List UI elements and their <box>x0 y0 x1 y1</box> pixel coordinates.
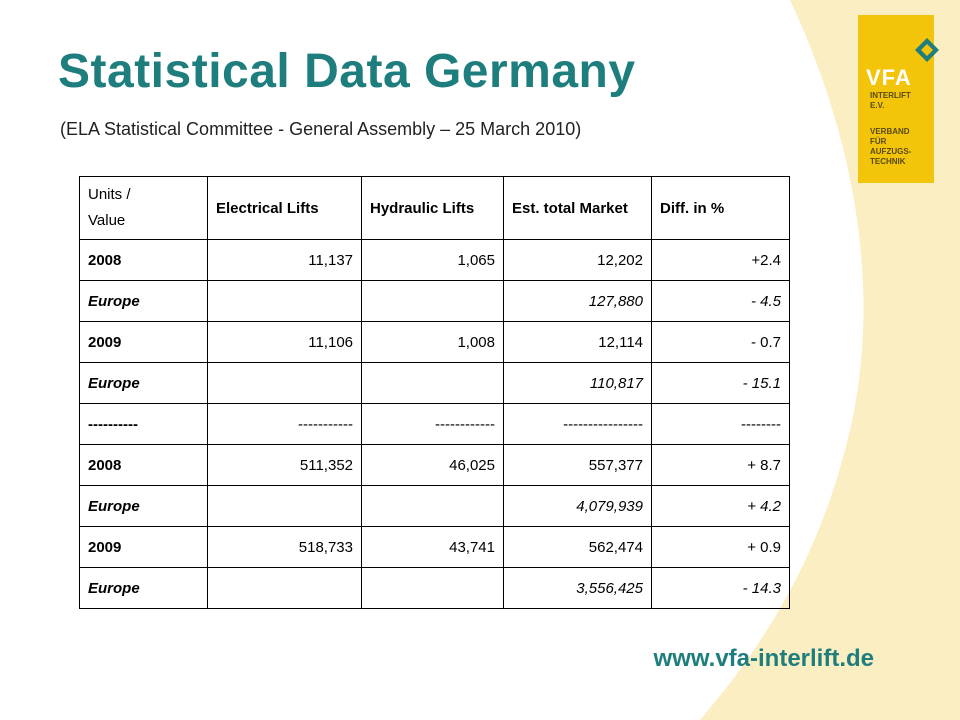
diamond-icon <box>915 38 939 62</box>
table-cell: 511,352 <box>207 444 362 486</box>
table-cell: ---------------- <box>503 403 652 445</box>
table-row: 2009 518,733 43,741 562,474 + 0.9 <box>79 526 790 568</box>
row-label-cell: Europe <box>79 567 208 609</box>
row-label-cell: Europe <box>79 280 208 322</box>
table-cell <box>361 280 504 322</box>
row-label-cell: 2008 <box>79 444 208 486</box>
table-cell: 46,025 <box>361 444 504 486</box>
table-cell: 1,065 <box>361 239 504 281</box>
row-label-cell: 2009 <box>79 526 208 568</box>
table-cell: -------- <box>651 403 790 445</box>
table-cell: ----------- <box>207 403 362 445</box>
table-cell <box>207 485 362 527</box>
table-cell: - 0.7 <box>651 321 790 363</box>
table-cell: 1,008 <box>361 321 504 363</box>
header-total-market: Est. total Market <box>503 176 652 240</box>
table-cell: - 14.3 <box>651 567 790 609</box>
table-cell: + 4.2 <box>651 485 790 527</box>
logo-wordmark: VFA <box>866 65 912 90</box>
header-electrical-lifts: Electrical Lifts <box>207 176 362 240</box>
table-cell <box>361 362 504 404</box>
table-cell: 557,377 <box>503 444 652 486</box>
table-row: Europe 110,817- 15.1 <box>79 362 790 404</box>
table-cell: 3,556,425 <box>503 567 652 609</box>
row-label-cell: Europe <box>79 485 208 527</box>
table-cell: +2.4 <box>651 239 790 281</box>
table-cell: ------------ <box>361 403 504 445</box>
page-title: Statistical Data Germany <box>58 45 636 98</box>
logo-line: FÜR <box>870 137 887 146</box>
table-cell: 4,079,939 <box>503 485 652 527</box>
table-cell: + 0.9 <box>651 526 790 568</box>
logo-line: TECHNIK <box>870 157 906 166</box>
table-cell: - 15.1 <box>651 362 790 404</box>
statistics-table: Units / Value Electrical Lifts Hydraulic … <box>79 176 790 609</box>
table-cell: 11,137 <box>207 239 362 281</box>
row-label-cell: ---------- <box>79 403 208 445</box>
logo-line: E.V. <box>870 101 885 110</box>
table-cell: 43,741 <box>361 526 504 568</box>
table-row: ---------- ----------- ------------ -------… <box>79 403 790 445</box>
website-link[interactable]: www.vfa-interlift.de <box>653 645 874 672</box>
table-cell <box>361 485 504 527</box>
logo-line: AUFZUGS- <box>870 147 912 156</box>
vfa-logo: VFA INTERLIFT E.V. VERBAND FÜR AUFZUGS- … <box>858 15 939 183</box>
table-cell <box>207 280 362 322</box>
table-cell <box>207 567 362 609</box>
logo-line: INTERLIFT <box>870 91 911 100</box>
page-subtitle: (ELA Statistical Committee - General Ass… <box>60 119 582 139</box>
table-cell: 12,202 <box>503 239 652 281</box>
table-row: 2008 11,137 1,065 12,202 +2.4 <box>79 239 790 281</box>
header-diff-percent: Diff. in % <box>651 176 790 240</box>
table-cell <box>207 362 362 404</box>
table-row: 2009 11,106 1,008 12,114- 0.7 <box>79 321 790 363</box>
table-cell: + 8.7 <box>651 444 790 486</box>
row-label-cell: Europe <box>79 362 208 404</box>
table-header-row: Units / Value Electrical Lifts Hydraulic … <box>79 176 790 240</box>
table-cell <box>361 567 504 609</box>
table-row: 2008 511,352 46,025 557,377 + 8.7 <box>79 444 790 486</box>
table-cell: - 4.5 <box>651 280 790 322</box>
table-cell: 518,733 <box>207 526 362 568</box>
table-row: Europe 4,079,939 + 4.2 <box>79 485 790 527</box>
table-cell: 11,106 <box>207 321 362 363</box>
table-row: Europe 3,556,425- 14.3 <box>79 567 790 609</box>
table-cell: 12,114 <box>503 321 652 363</box>
logo-line: VERBAND <box>870 127 910 136</box>
table-row: Europe 127,880- 4.5 <box>79 280 790 322</box>
row-label-cell: 2008 <box>79 239 208 281</box>
header-hydraulic-lifts: Hydraulic Lifts <box>361 176 504 240</box>
table-cell: 562,474 <box>503 526 652 568</box>
table-cell: 110,817 <box>503 362 652 404</box>
row-label-cell: 2009 <box>79 321 208 363</box>
table-cell: 127,880 <box>503 280 652 322</box>
header-units-value: Units / Value <box>79 176 208 240</box>
